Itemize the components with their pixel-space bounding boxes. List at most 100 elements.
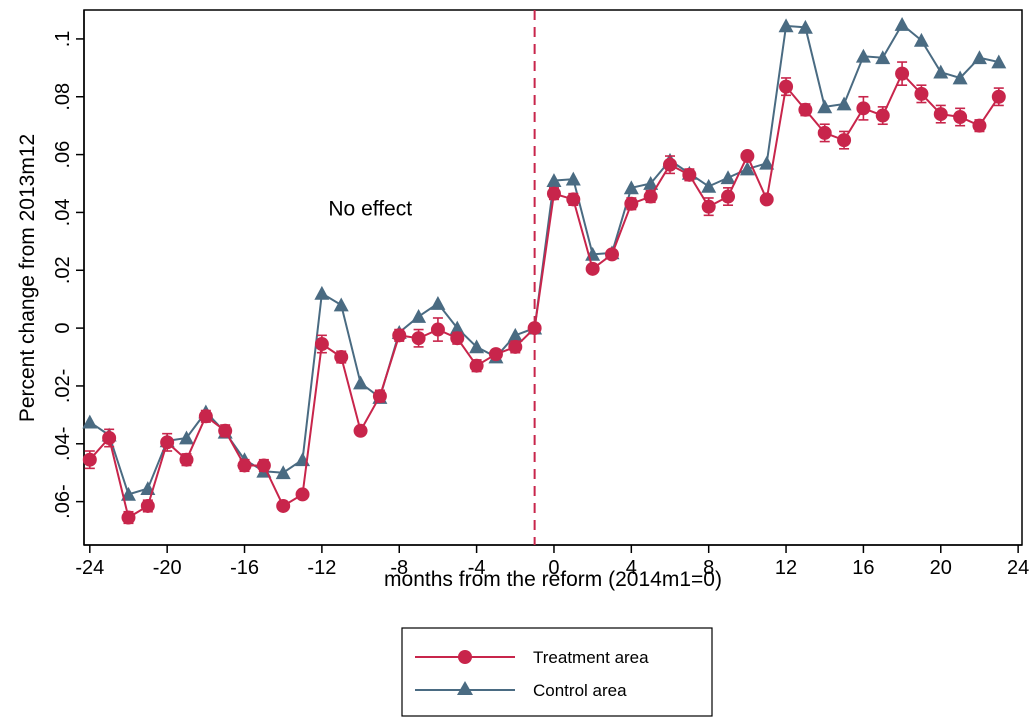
treatment-point xyxy=(411,331,426,346)
treatment-point xyxy=(295,487,310,502)
treatment-point xyxy=(953,110,968,124)
treatment-point xyxy=(82,452,97,467)
control-point xyxy=(894,16,910,31)
control-point xyxy=(913,32,929,47)
legend-treatment-label: Treatment area xyxy=(533,648,649,667)
treatment-point xyxy=(450,331,465,346)
treatment-point xyxy=(585,261,600,276)
treatment-series xyxy=(82,61,1006,525)
y-tick-label: .08 xyxy=(52,83,74,111)
control-point xyxy=(720,170,736,185)
treatment-point xyxy=(276,498,291,513)
control-point xyxy=(933,64,949,79)
control-point xyxy=(179,430,195,445)
y-tick-label: .1 xyxy=(52,31,74,48)
control-point xyxy=(836,96,852,111)
treatment-point xyxy=(488,347,503,362)
treatment-point xyxy=(624,196,639,211)
treatment-point xyxy=(779,79,794,94)
control-point xyxy=(817,99,833,114)
treatment-point xyxy=(179,452,194,467)
treatment-point xyxy=(991,89,1006,104)
control-point xyxy=(430,296,446,310)
treatment-point xyxy=(759,192,774,207)
treatment-point xyxy=(933,107,948,122)
treatment-point xyxy=(663,157,678,172)
treatment-point xyxy=(508,339,523,354)
control-point xyxy=(875,50,891,65)
control-point xyxy=(797,19,813,34)
control-point xyxy=(120,486,136,501)
treatment-point xyxy=(218,423,233,438)
y-tick-label: .04- xyxy=(52,427,74,461)
plot-frame xyxy=(83,9,1023,546)
treatment-point xyxy=(875,108,890,123)
treatment-point xyxy=(102,431,117,445)
treatment-point xyxy=(353,423,368,438)
treatment-point xyxy=(121,510,136,525)
treatment-point xyxy=(140,498,155,513)
control-point xyxy=(314,285,330,300)
y-tick-label: .02 xyxy=(52,256,74,284)
legend-control-marker xyxy=(457,681,473,695)
x-tick-label: 4 xyxy=(626,557,637,579)
treatment-point xyxy=(256,458,271,473)
treatment-point xyxy=(914,86,929,101)
y-axis-title: Percent change from 2013m12 xyxy=(16,134,39,422)
control-point xyxy=(353,375,369,390)
x-ticks: -24 -20 -16 -12 -8 -4 0 4 8 12 16 20 24 xyxy=(75,545,1029,579)
treatment-point xyxy=(527,321,542,336)
legend-control-label: Control area xyxy=(533,681,627,700)
y-ticks: .06- .04- .02- 0 .02 .04 .06 .08 .1 xyxy=(52,31,84,519)
x-tick-label: -24 xyxy=(75,557,104,579)
treatment-point xyxy=(160,435,175,450)
x-axis-title: months from the reform (2014m1=0) xyxy=(384,568,722,591)
control-point xyxy=(759,155,775,170)
y-tick-label: .06 xyxy=(52,141,74,169)
control-point xyxy=(971,50,987,65)
treatment-point xyxy=(546,186,561,201)
control-point xyxy=(643,176,659,190)
treatment-point xyxy=(798,102,813,117)
treatment-point xyxy=(604,247,619,262)
y-tick-label: .04 xyxy=(52,199,74,227)
x-tick-label: 24 xyxy=(1007,557,1029,579)
series-layer xyxy=(82,16,1007,525)
x-tick-label: -8 xyxy=(390,557,408,579)
treatment-point xyxy=(740,149,755,164)
treatment-point xyxy=(430,322,445,337)
x-tick-label: -16 xyxy=(230,557,259,579)
legend: Treatment area Control area xyxy=(401,627,713,717)
treatment-point xyxy=(237,458,252,473)
no-effect-annotation: No effect xyxy=(328,197,412,220)
x-tick-label: 16 xyxy=(852,557,874,579)
treatment-point xyxy=(566,192,581,207)
treatment-point xyxy=(721,189,736,204)
control-point xyxy=(546,173,562,187)
control-point xyxy=(507,327,523,342)
control-point xyxy=(623,180,639,195)
control-point xyxy=(469,339,485,354)
treatment-point xyxy=(856,101,871,116)
control-point xyxy=(275,465,291,480)
x-tick-label: -12 xyxy=(307,557,336,579)
treatment-point xyxy=(314,337,329,352)
x-tick-label: -20 xyxy=(153,557,182,579)
treatment-point xyxy=(392,328,407,343)
control-point xyxy=(855,48,871,63)
control-point xyxy=(333,297,349,312)
treatment-point xyxy=(643,189,658,204)
legend-treatment-marker xyxy=(458,650,472,664)
control-point xyxy=(778,18,794,33)
treatment-point xyxy=(817,125,832,140)
legend-box xyxy=(401,627,713,717)
y-tick-label: .06- xyxy=(52,484,74,518)
treatment-point xyxy=(469,358,484,373)
treatment-line xyxy=(89,71,1000,520)
treatment-point xyxy=(198,409,213,424)
control-point xyxy=(449,320,465,335)
control-point xyxy=(411,309,427,323)
control-point xyxy=(701,178,717,193)
control-point xyxy=(952,70,968,85)
control-point xyxy=(82,414,98,429)
